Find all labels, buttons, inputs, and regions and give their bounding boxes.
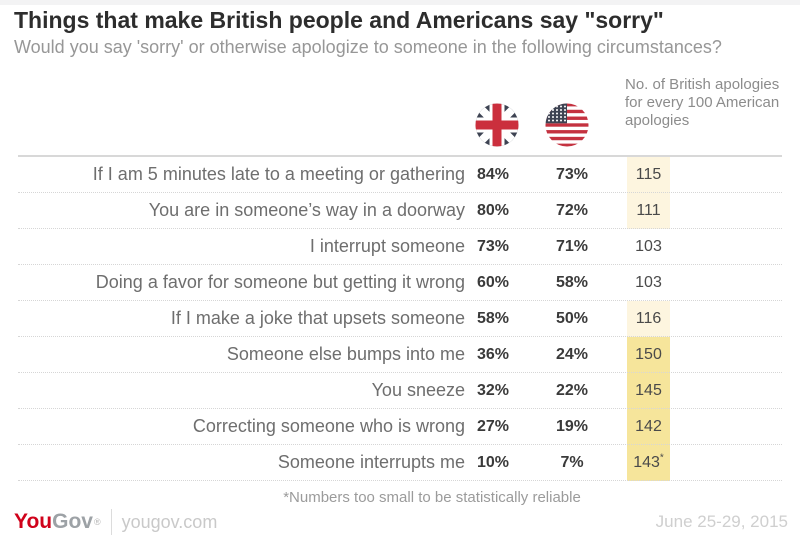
us-percent: 22% <box>555 382 589 399</box>
yougov-url: yougov.com <box>121 511 218 532</box>
ratio-value: 103 <box>635 238 662 255</box>
logo-separator <box>110 509 112 535</box>
ratio-value: 115 <box>635 166 662 183</box>
survey-date: June 25-29, 2015 <box>655 512 788 531</box>
logo-gov: Gov <box>52 510 93 533</box>
ratio-column-header: No. of British apologies for every 100 A… <box>625 76 780 129</box>
uk-percent: 84% <box>476 166 510 183</box>
ratio-highlight-cell <box>627 409 670 445</box>
page-title: Things that make British people and Amer… <box>14 7 664 33</box>
uk-percent: 73% <box>476 238 510 255</box>
row-label: Correcting someone who is wrong <box>192 416 465 436</box>
uk-percent: 58% <box>476 310 510 327</box>
us-percent: 24% <box>555 346 589 363</box>
table-row: You sneeze 32% 22% 145 <box>18 373 782 409</box>
row-label: If I make a joke that upsets someone <box>170 308 465 328</box>
uk-percent: 36% <box>476 346 510 363</box>
registered-mark-icon: ® <box>93 517 101 527</box>
us-percent: 58% <box>555 274 589 291</box>
uk-percent: 32% <box>476 382 510 399</box>
row-label: Someone else bumps into me <box>226 344 465 364</box>
footnote: *Numbers too small to be statistically r… <box>283 489 581 506</box>
us-percent: 50% <box>555 310 589 327</box>
survey-question: Would you say 'sorry' or otherwise apolo… <box>14 37 722 57</box>
row-label: You sneeze <box>371 380 465 400</box>
table-row: If I am 5 minutes late to a meeting or g… <box>18 157 782 193</box>
us-percent: 7% <box>560 454 584 471</box>
us-percent: 19% <box>555 418 589 435</box>
table-row: Someone interrupts me 10% 7% 143* <box>18 445 782 481</box>
ratio-asterisk: * <box>659 452 664 464</box>
apology-table: If I am 5 minutes late to a meeting or g… <box>18 157 782 481</box>
ratio-value: 111 <box>636 202 661 219</box>
uk-percent: 80% <box>476 202 510 219</box>
uk-percent: 10% <box>476 454 510 471</box>
table-row: Doing a favor for someone but getting it… <box>18 265 782 301</box>
ratio-value: 145 <box>635 382 662 399</box>
uk-percent: 27% <box>476 418 510 435</box>
row-label: I interrupt someone <box>309 236 465 256</box>
ratio-highlight-cell <box>627 301 670 337</box>
ratio-value: 116 <box>635 310 662 327</box>
row-label: Doing a favor for someone but getting it… <box>95 272 465 292</box>
table-row: You are in someone’s way in a doorway 80%… <box>18 193 782 229</box>
table-row: If I make a joke that upsets someone 58% 5… <box>18 301 782 337</box>
top-edge-strip <box>0 0 800 5</box>
ratio-value: 142 <box>635 418 662 435</box>
uk-percent: 60% <box>476 274 510 291</box>
ratio-value: 150 <box>635 346 662 363</box>
table-row: I interrupt someone 73% 71% 103 <box>18 229 782 265</box>
us-percent: 72% <box>555 202 589 219</box>
us-percent: 71% <box>555 238 589 255</box>
ratio-highlight-cell <box>627 445 670 481</box>
table-row: Someone else bumps into me 36% 24% 150 <box>18 337 782 373</box>
ratio-highlight-cell <box>627 337 670 373</box>
row-label: Someone interrupts me <box>277 452 465 472</box>
ratio-highlight-cell <box>627 193 670 229</box>
row-label: You are in someone’s way in a doorway <box>148 200 465 220</box>
us-flag-icon <box>545 103 589 147</box>
header-divider <box>18 155 782 157</box>
logo-you: You <box>14 510 53 533</box>
uk-flag-icon <box>475 103 519 147</box>
row-label: If I am 5 minutes late to a meeting or g… <box>92 164 465 184</box>
yougov-logo: You Gov ® yougov.com <box>14 507 217 537</box>
ratio-value: 103 <box>635 274 662 291</box>
table-row: Correcting someone who is wrong 27% 19% 142 <box>18 409 782 445</box>
ratio-highlight-cell <box>627 157 670 193</box>
us-percent: 73% <box>555 166 589 183</box>
ratio-highlight-cell <box>627 373 670 409</box>
ratio-value: 143* <box>633 452 664 471</box>
